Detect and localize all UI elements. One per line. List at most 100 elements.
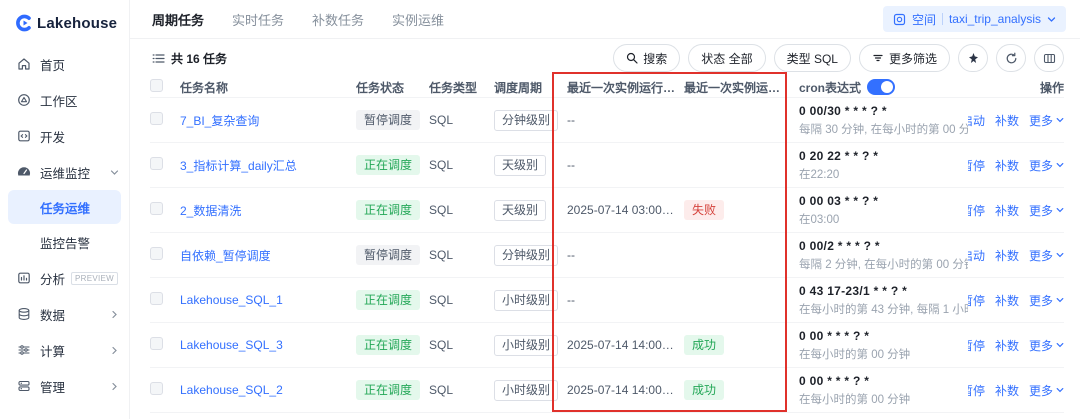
primary-action-link[interactable]: 启动 <box>968 113 985 128</box>
lakehouse-logo-icon <box>14 14 32 32</box>
more-action-link[interactable]: 更多 <box>1029 247 1064 264</box>
sidebar-item-analysis[interactable]: 分析 PREVIEW <box>0 260 129 296</box>
schedule-period-badge: 小时级别 <box>494 379 559 401</box>
more-action-link[interactable]: 更多 <box>1029 112 1064 129</box>
last-run-time: -- <box>567 293 575 307</box>
header-cron: cron表达式 <box>799 80 862 95</box>
list-icon <box>152 52 165 65</box>
columns-icon <box>1043 52 1056 65</box>
select-all-checkbox[interactable] <box>150 79 163 92</box>
sidebar-item-workspace[interactable]: 工作区 <box>0 82 129 118</box>
task-name-link[interactable]: Lakehouse_SQL_3 <box>180 338 283 352</box>
cron-expression: 0 00/30 * * * ? * <box>799 103 887 118</box>
row-checkbox[interactable] <box>150 247 163 260</box>
sidebar-item-monitor-alert[interactable]: 监控告警 <box>0 224 129 260</box>
more-action-link[interactable]: 更多 <box>1029 382 1064 399</box>
toolbar: 共 16 任务 搜索 状态 全部 类型 SQL 更多筛选 <box>130 39 1080 77</box>
cron-cell: 0 20 22 * * ? * 在22:20 <box>799 149 968 182</box>
task-name-link[interactable]: 自依赖_暂停调度 <box>180 248 271 263</box>
sidebar-item-ops-monitor[interactable]: 运维监控 <box>0 154 129 190</box>
table-row: 3_指标计算_daily汇总 正在调度 SQL 天级别 -- 0 20 22 *… <box>150 143 1064 188</box>
row-checkbox[interactable] <box>150 202 163 215</box>
task-status-badge: 正在调度 <box>356 335 421 355</box>
sidebar: Lakehouse 首页 工作区 开发 运维监控 任务运维 <box>0 0 130 419</box>
backfill-action-link[interactable]: 补数 <box>994 248 1019 263</box>
task-status-badge: 暂停调度 <box>356 245 421 265</box>
cron-description: 在每小时的第 00 分钟 <box>799 393 911 406</box>
sidebar-nav: 首页 工作区 开发 运维监控 任务运维 监控告警 <box>0 42 129 404</box>
primary-action-link[interactable]: 暂停 <box>968 383 985 398</box>
chevron-down-icon <box>1056 161 1064 169</box>
row-checkbox[interactable] <box>150 157 163 170</box>
sidebar-item-task-ops[interactable]: 任务运维 <box>8 190 121 224</box>
task-name-link[interactable]: Lakehouse_SQL_2 <box>180 383 283 397</box>
header-last-run-status: 最近一次实例运行状态 <box>684 80 799 95</box>
refresh-button[interactable] <box>996 44 1026 72</box>
backfill-action-link[interactable]: 补数 <box>994 293 1019 308</box>
task-status-badge: 正在调度 <box>356 290 421 310</box>
sidebar-item-home[interactable]: 首页 <box>0 46 129 82</box>
primary-action-link[interactable]: 暂停 <box>968 338 985 353</box>
table-row: 自依赖_暂停调度 暂停调度 SQL 分钟级别 -- 0 00/2 * * * ?… <box>150 233 1064 278</box>
tab-periodic-tasks[interactable]: 周期任务 <box>152 12 205 28</box>
sidebar-item-develop[interactable]: 开发 <box>0 118 129 154</box>
search-button[interactable]: 搜索 <box>613 44 681 72</box>
cron-description: 在每小时的第 43 分钟, 每隔 1 小时, ... <box>799 303 968 316</box>
backfill-action-link[interactable]: 补数 <box>994 383 1019 398</box>
more-action-link[interactable]: 更多 <box>1029 292 1064 309</box>
task-type: SQL <box>429 158 454 172</box>
status-filter-button[interactable]: 状态 全部 <box>688 44 766 72</box>
cron-description: 每隔 30 分钟, 在每小时的第 00 分钟... <box>799 123 968 136</box>
table-body: 7_BI_复杂查询 暂停调度 SQL 分钟级别 -- 0 00/30 * * *… <box>150 98 1064 413</box>
table-row: Lakehouse_SQL_1 正在调度 SQL 小时级别 -- 0 43 17… <box>150 278 1064 323</box>
primary-action-link[interactable]: 启动 <box>968 248 985 263</box>
more-action-link[interactable]: 更多 <box>1029 157 1064 174</box>
last-run-time: 2025-07-14 14:00:00 <box>567 383 679 397</box>
assistant-button[interactable] <box>958 44 988 72</box>
sidebar-item-data[interactable]: 数据 <box>0 296 129 332</box>
sidebar-item-label: 管理 <box>40 380 66 395</box>
task-name-link[interactable]: 3_指标计算_daily汇总 <box>180 158 297 173</box>
last-run-time: -- <box>567 158 575 172</box>
space-selector[interactable]: 空间 taxi_trip_analysis <box>882 6 1066 32</box>
backfill-action-link[interactable]: 补数 <box>994 113 1019 128</box>
task-count: 共 16 任务 <box>152 50 227 67</box>
task-name-link[interactable]: 2_数据清洗 <box>180 203 242 218</box>
task-table: 任务名称 任务状态 任务类型 调度周期 最近一次实例运行时间 最近一次实例运行状… <box>130 77 1080 413</box>
refresh-icon <box>1005 52 1018 65</box>
type-filter-button[interactable]: 类型 SQL <box>773 44 851 72</box>
primary-action-link[interactable]: 暂停 <box>968 158 985 173</box>
task-name-link[interactable]: Lakehouse_SQL_1 <box>180 293 283 307</box>
backfill-action-link[interactable]: 补数 <box>994 203 1019 218</box>
chevron-down-icon <box>110 168 119 177</box>
task-name-link[interactable]: 7_BI_复杂查询 <box>180 113 260 128</box>
row-checkbox[interactable] <box>150 337 163 350</box>
tab-realtime-tasks[interactable]: 实时任务 <box>232 12 285 28</box>
backfill-action-link[interactable]: 补数 <box>994 158 1019 173</box>
schedule-period-badge: 小时级别 <box>494 334 559 356</box>
row-checkbox[interactable] <box>150 382 163 395</box>
primary-action-link[interactable]: 暂停 <box>968 293 985 308</box>
more-action-link[interactable]: 更多 <box>1029 337 1064 354</box>
header-operations: 操作 <box>1039 80 1064 95</box>
task-type: SQL <box>429 203 454 217</box>
cron-expression: 0 00 * * * ? * <box>799 328 870 343</box>
backfill-action-link[interactable]: 补数 <box>994 338 1019 353</box>
cron-toggle[interactable] <box>867 79 896 95</box>
more-filters-button[interactable]: 更多筛选 <box>858 44 950 72</box>
space-label: 空间 <box>911 12 936 27</box>
tab-backfill-tasks[interactable]: 补数任务 <box>312 12 365 28</box>
analysis-icon <box>16 271 31 286</box>
sidebar-item-compute[interactable]: 计算 <box>0 332 129 368</box>
more-action-link[interactable]: 更多 <box>1029 202 1064 219</box>
primary-action-link[interactable]: 暂停 <box>968 203 985 218</box>
chevron-down-icon <box>1056 116 1064 124</box>
sidebar-item-label: 计算 <box>40 344 66 359</box>
sidebar-item-manage[interactable]: 管理 <box>0 368 129 404</box>
column-settings-button[interactable] <box>1034 44 1064 72</box>
search-icon <box>626 52 638 64</box>
tab-instance-ops[interactable]: 实例运维 <box>392 12 445 28</box>
row-checkbox[interactable] <box>150 112 163 125</box>
cron-cell: 0 00 * * * ? * 在每小时的第 00 分钟 <box>799 329 968 362</box>
row-checkbox[interactable] <box>150 292 163 305</box>
